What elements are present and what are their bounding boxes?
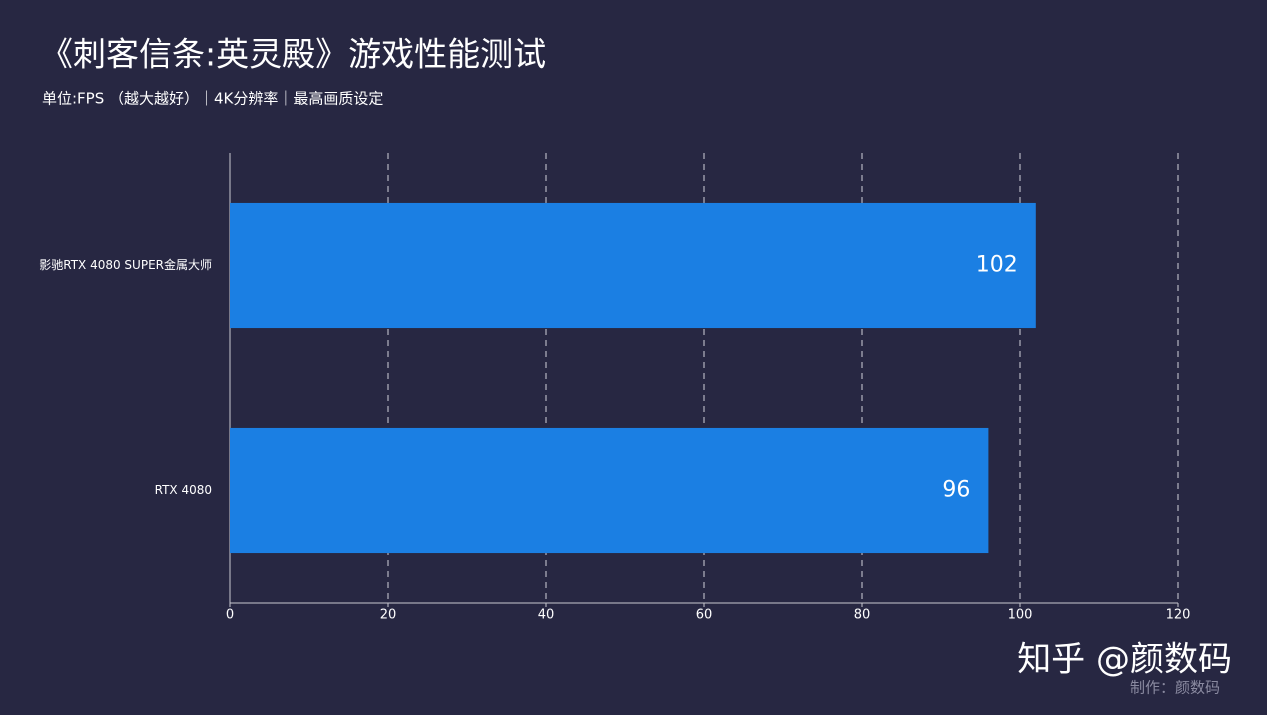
bar xyxy=(230,202,1036,329)
x-tick-label: 0 xyxy=(226,608,234,623)
x-tick-label: 120 xyxy=(1166,608,1191,623)
x-tick-label: 80 xyxy=(854,608,871,623)
watermark: 知乎 @颜数码 xyxy=(1017,640,1232,680)
value-label: 102 xyxy=(976,253,1018,278)
chart-title: 《刺客信条:英灵殿》游戏性能测试 xyxy=(40,35,546,74)
credit: 制作：颜数码 xyxy=(1130,679,1220,697)
x-tick-label: 100 xyxy=(1008,608,1033,623)
chart-subtitle: 单位:FPS （越大越好）｜4K分辨率｜最高画质设定 xyxy=(42,90,383,108)
y-tick-label: 影驰RTX 4080 SUPER金属大师 xyxy=(39,257,212,272)
x-tick-label: 40 xyxy=(538,608,555,623)
value-label: 96 xyxy=(942,478,970,503)
y-tick-label: RTX 4080 xyxy=(155,483,212,497)
bar xyxy=(230,427,989,554)
x-tick-label: 20 xyxy=(380,608,397,623)
x-tick-label: 60 xyxy=(696,608,713,623)
